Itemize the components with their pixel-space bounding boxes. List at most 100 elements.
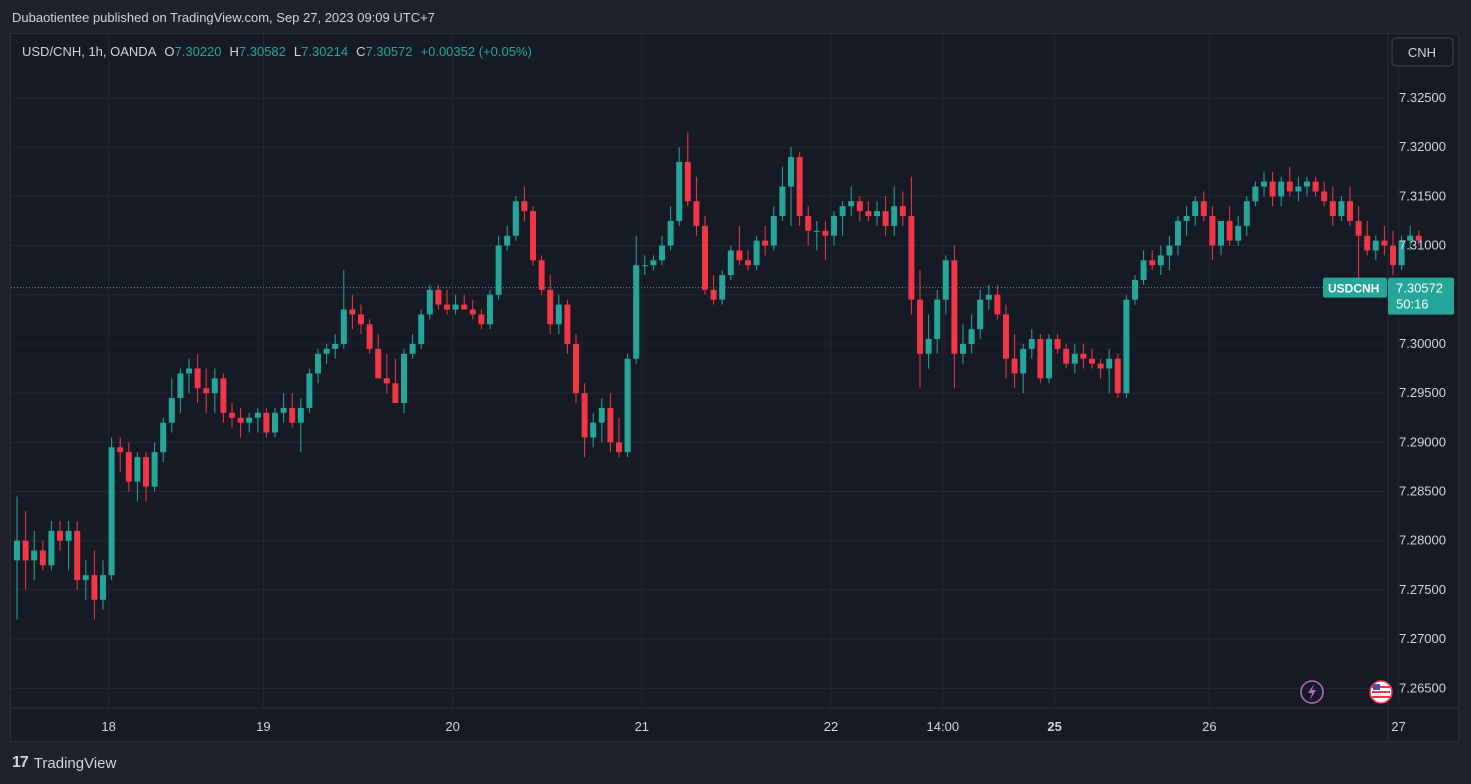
candle-body	[538, 260, 545, 290]
candle-body	[822, 230, 829, 236]
candle-body	[788, 156, 794, 187]
tradingview-logo-icon[interactable]: 17	[12, 754, 29, 771]
candle-body	[143, 457, 149, 487]
candle-body	[581, 393, 588, 438]
candle-body	[1063, 348, 1070, 364]
candle-body	[960, 343, 966, 354]
candle-body	[779, 186, 786, 217]
candle-body	[607, 407, 614, 443]
candle-body	[659, 245, 665, 261]
legend-open: 7.30220	[175, 44, 222, 59]
candle-body	[676, 161, 683, 221]
candle-body	[848, 201, 855, 207]
candle-body	[100, 575, 106, 600]
candle-body	[882, 211, 889, 226]
candle-body	[1080, 353, 1087, 359]
candle-body	[478, 314, 485, 325]
us-flag-event-icon[interactable]	[1369, 680, 1393, 704]
x-tick-label: 19	[256, 719, 270, 734]
candle-body	[134, 457, 141, 482]
candle-body	[564, 304, 571, 344]
candle-body	[650, 260, 657, 266]
chart-frame[interactable]	[10, 33, 1459, 742]
candles	[14, 132, 1422, 620]
candle-body	[1312, 181, 1319, 192]
price-tag-price-bg	[1388, 277, 1454, 315]
candle-body	[1269, 181, 1276, 197]
candle-body	[452, 304, 459, 310]
candle-body	[1347, 201, 1353, 221]
candle-body	[1046, 339, 1052, 379]
currency-button[interactable]	[1391, 37, 1454, 67]
candle-body	[151, 452, 158, 487]
y-tick-label: 7.27500	[1399, 582, 1446, 597]
legend-close: 7.30572	[366, 44, 413, 59]
x-tick-label: 26	[1202, 719, 1216, 734]
price-axis: 7.325007.320007.315007.310007.305007.300…	[1387, 34, 1446, 742]
price-tag-countdown: 50:16	[1396, 297, 1429, 312]
y-tick-label: 7.26500	[1399, 680, 1446, 695]
candle-body	[1089, 358, 1095, 364]
candle-body	[856, 201, 863, 212]
candle-body	[117, 447, 124, 453]
candle-body	[401, 353, 407, 403]
legend-low-label: L	[294, 44, 301, 59]
candle-body	[598, 407, 605, 423]
candle-body	[31, 550, 38, 561]
candle-body	[160, 422, 167, 453]
candle-body	[22, 540, 29, 561]
candle-body	[805, 216, 812, 231]
candle-body	[177, 373, 184, 399]
candle-body	[1011, 358, 1018, 374]
price-tag: USDCNH 7.30572 50:16	[1323, 277, 1454, 315]
candle-body	[297, 407, 304, 423]
price-tag-symbol-bg	[1323, 277, 1387, 298]
candle-body	[237, 417, 244, 423]
candle-body	[917, 299, 923, 354]
candle-body	[194, 368, 201, 389]
candle-body	[994, 294, 1001, 315]
candle-body	[1140, 260, 1147, 280]
candle-body	[1037, 339, 1044, 379]
candle-body	[48, 530, 55, 566]
candle-body	[409, 343, 416, 354]
price-tag-price: 7.30572	[1396, 281, 1443, 296]
candle-body	[1114, 358, 1121, 394]
candle-body	[573, 343, 579, 394]
candle-body	[495, 245, 502, 295]
candle-body	[1209, 216, 1216, 246]
candle-body	[942, 260, 949, 300]
candle-body	[624, 358, 631, 453]
lightning-glyph	[1308, 684, 1316, 700]
candle-body	[641, 265, 648, 267]
candle-body	[684, 161, 691, 202]
candle-body	[332, 343, 339, 349]
candle-body	[512, 201, 519, 236]
tradingview-brand[interactable]: TradingView	[33, 754, 117, 772]
candle-body	[392, 383, 399, 403]
candle-body	[1321, 191, 1328, 202]
lightning-event-icon[interactable]	[1300, 680, 1324, 704]
candle-body	[168, 398, 175, 423]
candle-body	[616, 442, 622, 453]
candle-body	[1226, 220, 1233, 241]
candle-body	[1243, 201, 1250, 226]
candle-body	[727, 250, 734, 276]
candle-body	[899, 206, 906, 217]
candle-body	[1132, 279, 1138, 300]
candle-body	[1175, 220, 1181, 246]
y-tick-label: 7.31500	[1399, 188, 1446, 203]
candle-body	[461, 304, 468, 310]
legend-high: 7.30582	[239, 44, 286, 59]
candle-body	[633, 265, 640, 359]
candle-body	[1123, 299, 1130, 394]
x-tick-label: 21	[635, 719, 649, 734]
candle-body	[366, 324, 373, 349]
candle-body	[710, 289, 717, 300]
candle-body	[1071, 353, 1078, 364]
candle-body	[108, 447, 115, 576]
candle-body	[254, 412, 261, 418]
candle-body	[934, 299, 941, 340]
legend-symbol: USD/CNH, 1h, OANDA	[22, 44, 157, 59]
